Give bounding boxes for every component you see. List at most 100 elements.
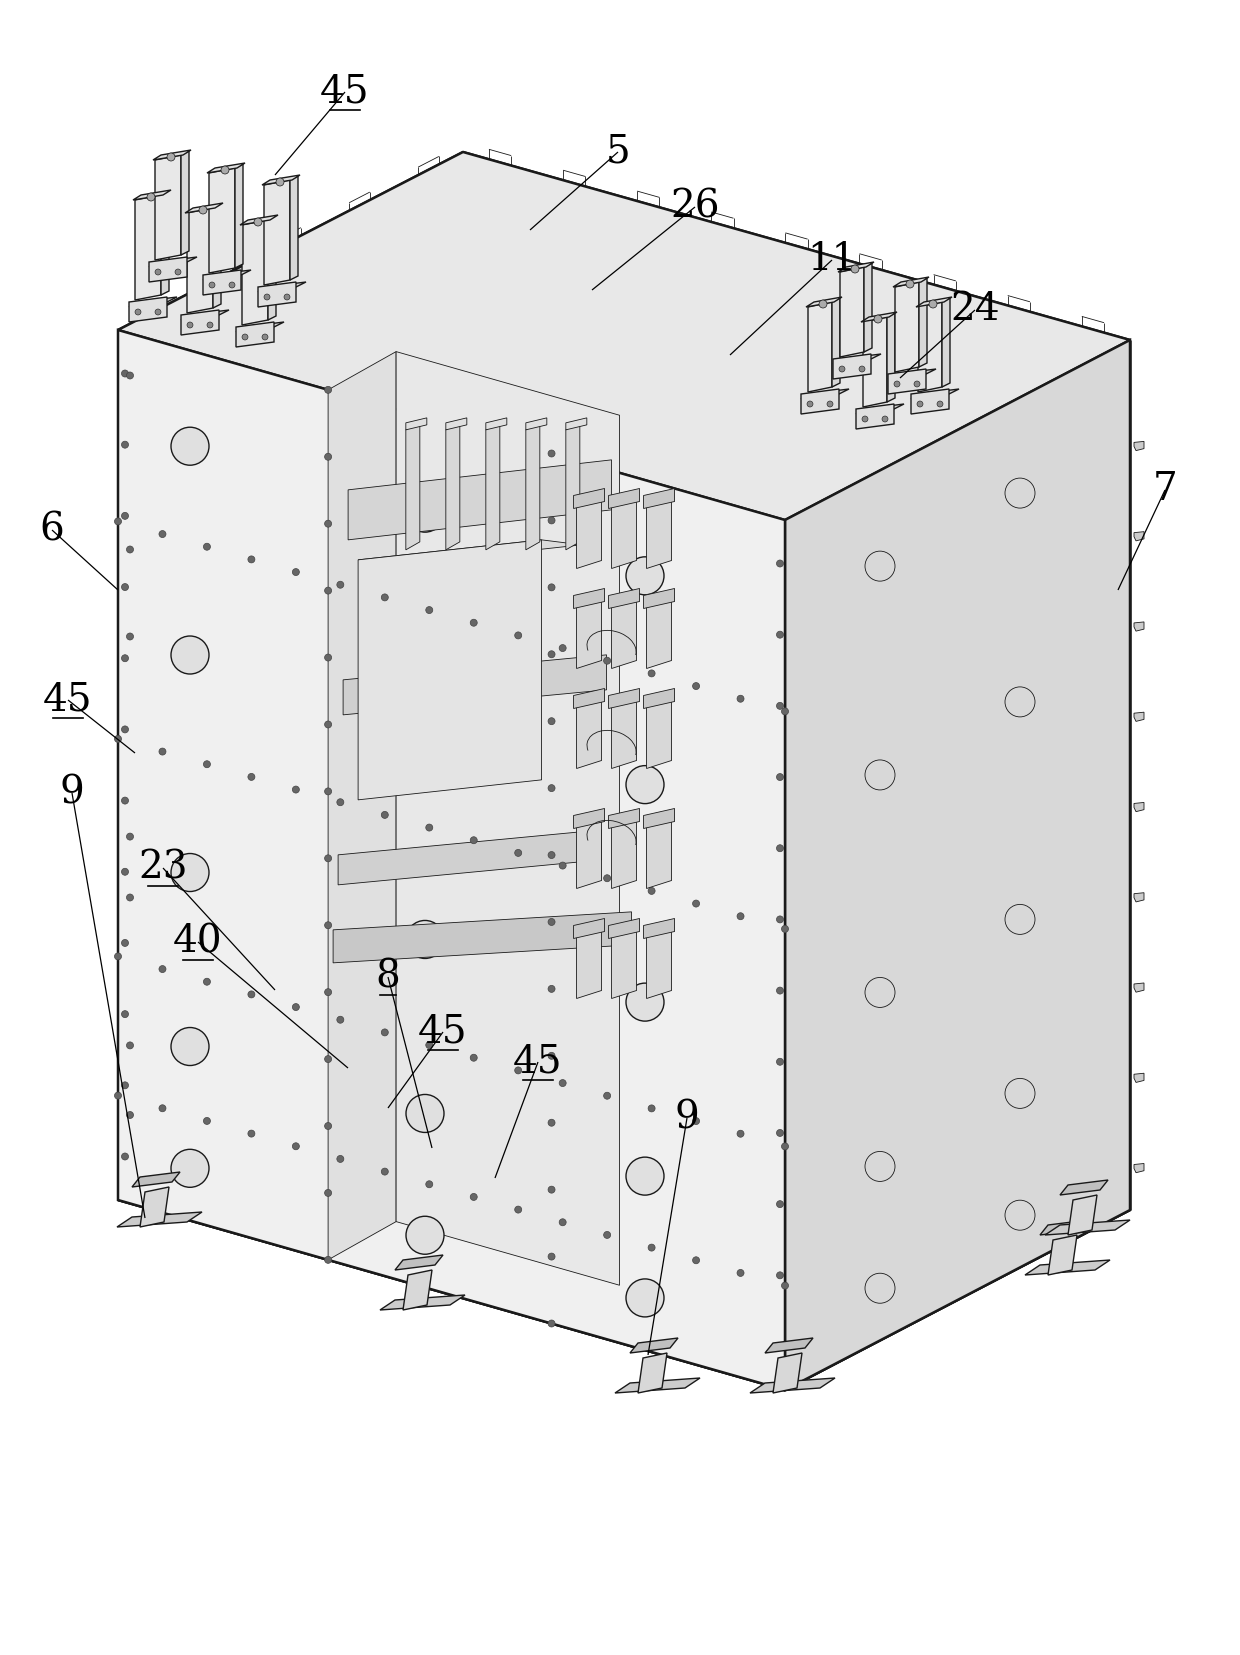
Polygon shape (918, 301, 942, 392)
Circle shape (254, 218, 262, 227)
Circle shape (122, 1154, 129, 1160)
Circle shape (693, 900, 699, 907)
Polygon shape (161, 190, 169, 295)
Circle shape (337, 581, 343, 588)
Circle shape (470, 837, 477, 844)
Circle shape (906, 280, 914, 288)
Circle shape (382, 594, 388, 601)
Polygon shape (646, 690, 672, 768)
Polygon shape (577, 920, 601, 998)
Circle shape (248, 991, 255, 998)
Circle shape (894, 381, 900, 387)
Circle shape (159, 1106, 166, 1112)
Circle shape (135, 309, 141, 314)
Circle shape (203, 978, 211, 985)
Polygon shape (1135, 983, 1145, 993)
Circle shape (776, 1200, 784, 1208)
Polygon shape (405, 417, 427, 430)
Polygon shape (1135, 803, 1145, 811)
Circle shape (649, 887, 655, 894)
Polygon shape (405, 422, 420, 549)
Circle shape (126, 632, 134, 640)
Circle shape (155, 309, 161, 314)
Polygon shape (329, 351, 396, 1259)
Circle shape (548, 1253, 556, 1259)
Circle shape (776, 986, 784, 995)
Polygon shape (486, 417, 507, 430)
Polygon shape (242, 220, 268, 324)
Polygon shape (615, 1379, 701, 1394)
Polygon shape (1040, 1220, 1087, 1235)
Circle shape (405, 495, 444, 533)
Polygon shape (895, 281, 919, 372)
Circle shape (548, 784, 556, 791)
Circle shape (167, 152, 175, 161)
Polygon shape (801, 389, 849, 399)
Circle shape (548, 650, 556, 657)
Circle shape (382, 1168, 388, 1175)
Circle shape (649, 1106, 655, 1112)
Circle shape (874, 314, 882, 323)
Circle shape (470, 1193, 477, 1200)
Text: 9: 9 (675, 1099, 699, 1137)
Polygon shape (864, 263, 872, 353)
Polygon shape (942, 298, 950, 387)
Circle shape (626, 766, 663, 804)
Polygon shape (210, 169, 236, 273)
Polygon shape (574, 919, 605, 938)
Polygon shape (135, 195, 161, 300)
Polygon shape (863, 318, 887, 407)
Circle shape (159, 531, 166, 538)
Circle shape (405, 920, 444, 958)
Circle shape (866, 978, 895, 1008)
Circle shape (776, 1271, 784, 1279)
Polygon shape (236, 164, 243, 268)
Circle shape (203, 761, 211, 768)
Circle shape (114, 518, 122, 525)
Circle shape (776, 1129, 784, 1137)
Polygon shape (833, 354, 880, 364)
Circle shape (325, 520, 331, 528)
Polygon shape (1025, 1259, 1110, 1274)
Polygon shape (379, 1294, 465, 1311)
Polygon shape (577, 591, 601, 669)
Polygon shape (1135, 892, 1145, 902)
Text: 5: 5 (605, 134, 630, 170)
Circle shape (425, 1180, 433, 1188)
Polygon shape (839, 266, 864, 357)
Polygon shape (155, 156, 181, 260)
Polygon shape (630, 1337, 678, 1354)
Polygon shape (181, 309, 219, 334)
Text: 24: 24 (950, 291, 999, 328)
Circle shape (559, 1079, 567, 1087)
Polygon shape (129, 296, 167, 323)
Circle shape (470, 619, 477, 626)
Circle shape (325, 788, 331, 794)
Circle shape (515, 1206, 522, 1213)
Polygon shape (609, 809, 640, 829)
Circle shape (866, 551, 895, 581)
Polygon shape (861, 313, 897, 323)
Polygon shape (646, 490, 672, 569)
Text: 7: 7 (1153, 472, 1177, 508)
Polygon shape (1135, 1072, 1145, 1082)
Polygon shape (893, 276, 929, 286)
Circle shape (325, 654, 331, 660)
Circle shape (325, 722, 331, 728)
Polygon shape (833, 354, 870, 379)
Circle shape (405, 703, 444, 741)
Circle shape (293, 786, 299, 793)
Circle shape (866, 760, 895, 789)
Circle shape (122, 442, 129, 449)
Polygon shape (574, 688, 605, 708)
Polygon shape (1135, 622, 1145, 631)
Polygon shape (290, 175, 298, 280)
Circle shape (851, 265, 859, 273)
Polygon shape (832, 298, 839, 387)
Circle shape (776, 631, 784, 639)
Circle shape (693, 682, 699, 690)
Circle shape (776, 915, 784, 923)
Polygon shape (181, 309, 229, 319)
Circle shape (626, 1279, 663, 1317)
Circle shape (284, 295, 290, 300)
